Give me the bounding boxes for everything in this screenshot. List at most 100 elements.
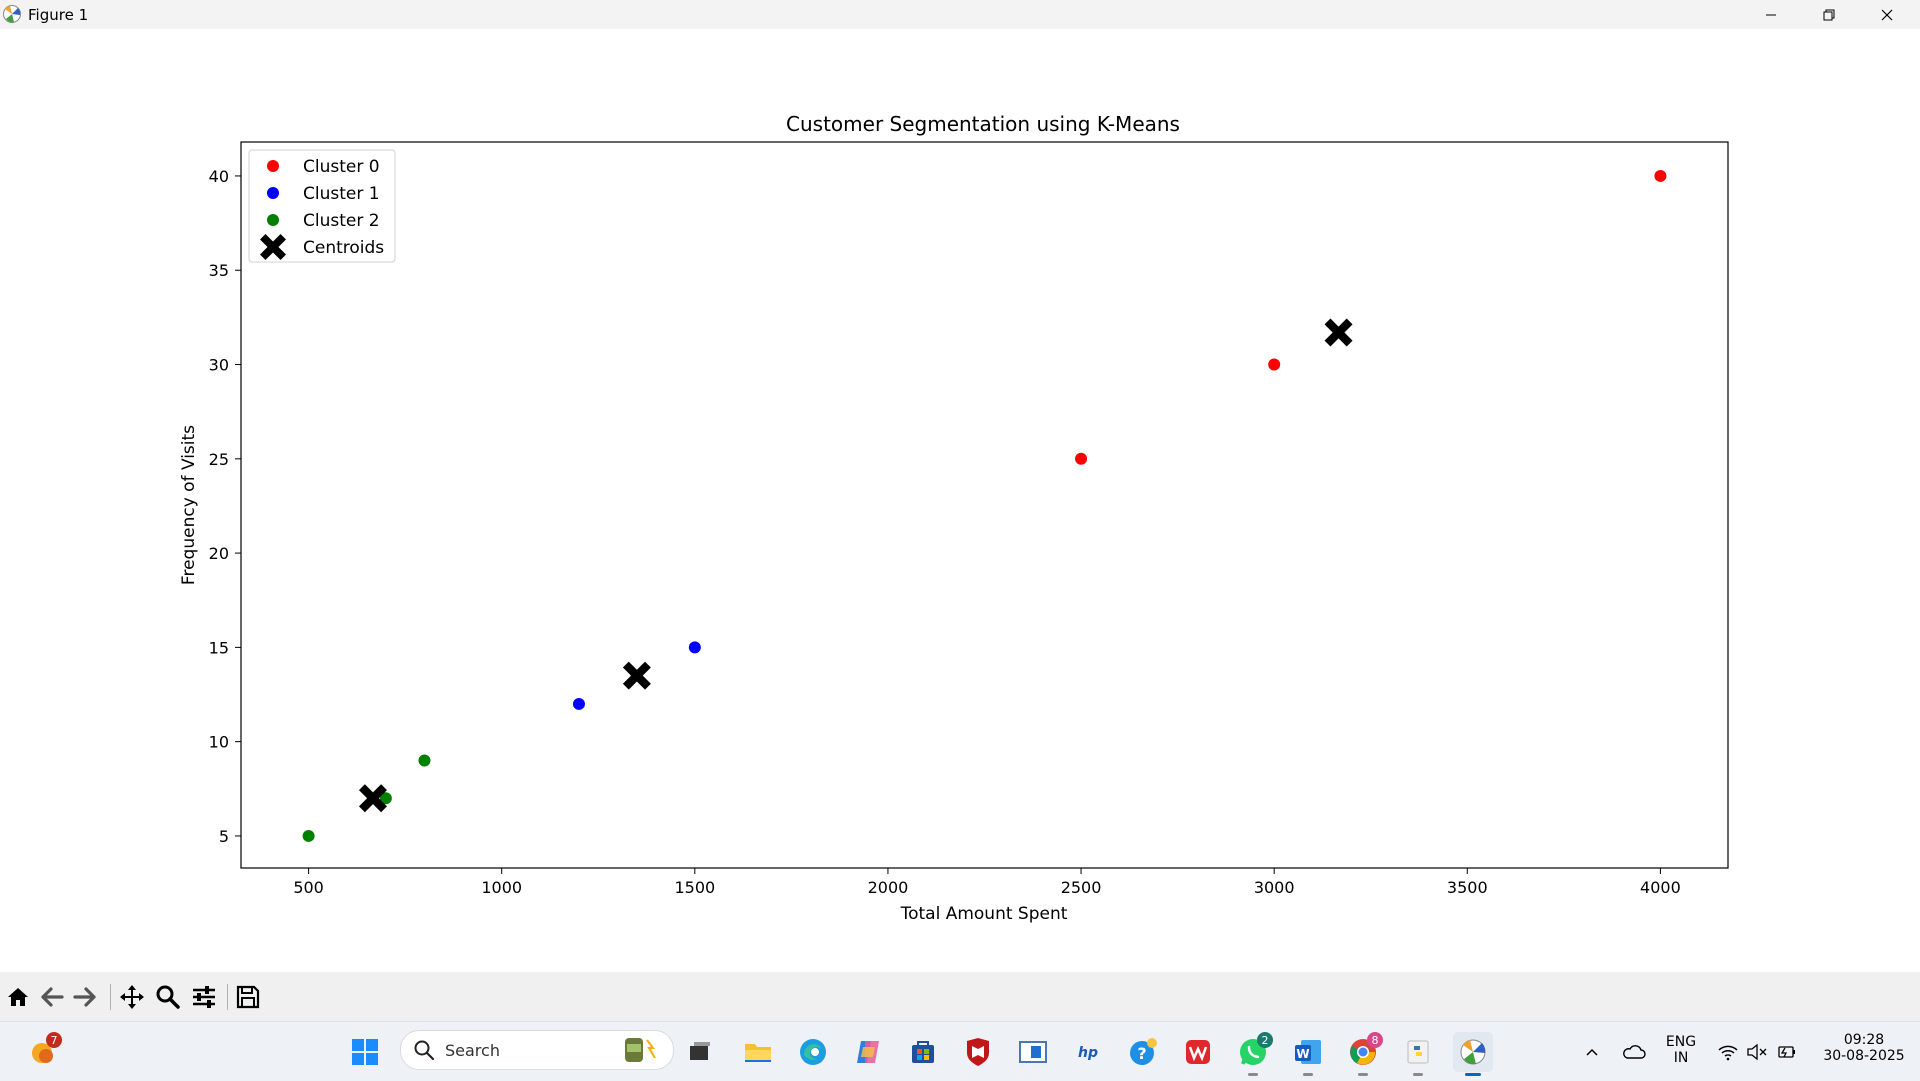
configure-subplots-icon[interactable] — [189, 982, 219, 1012]
x-tick-label: 500 — [293, 878, 324, 897]
taskbar: 7 Search hp ? 2 W — [0, 1021, 1920, 1081]
toolbar-separator — [227, 984, 228, 1010]
search-highlight-icon — [625, 1038, 656, 1062]
y-tick-label: 20 — [209, 544, 229, 563]
centroid-marker — [1324, 318, 1353, 347]
search-icon — [414, 1040, 435, 1061]
forward-icon[interactable] — [70, 982, 100, 1012]
y-tick-label: 25 — [209, 450, 229, 469]
whatsapp-icon[interactable]: 2 — [1233, 1032, 1273, 1076]
onedrive-cloud-icon[interactable] — [1614, 1032, 1654, 1072]
hp-icon[interactable]: hp — [1068, 1032, 1108, 1072]
matplotlib-figure-taskbar-icon[interactable] — [1453, 1032, 1493, 1076]
y-axis-label: Frequency of Visits — [179, 425, 199, 585]
cluster-2-point — [418, 754, 431, 767]
language-indicator[interactable]: ENG IN — [1656, 1034, 1706, 1066]
toolbar-separator — [110, 984, 111, 1010]
cluster-0-point — [1268, 358, 1281, 371]
x-tick-label: 2000 — [868, 878, 909, 897]
y-tick-label: 35 — [209, 261, 229, 280]
volume-muted-icon[interactable] — [1737, 1032, 1777, 1072]
legend-label: Centroids — [303, 238, 384, 258]
x-tick-label: 3000 — [1254, 878, 1295, 897]
x-axis-label: Total Amount Spent — [900, 904, 1068, 924]
whatsapp-badge: 2 — [1257, 1032, 1273, 1048]
matplotlib-app-icon — [2, 4, 22, 24]
legend: Cluster 0 Cluster 1 Cluster 2 Centroids — [248, 149, 396, 263]
microsoft-store-icon[interactable] — [903, 1032, 943, 1072]
chrome-badge: 8 — [1367, 1032, 1383, 1048]
search-placeholder: Search — [445, 1041, 500, 1060]
running-indicator — [1303, 1073, 1313, 1076]
language-code: ENG — [1665, 1034, 1697, 1050]
legend-label: Cluster 0 — [303, 157, 380, 177]
legend-label: Cluster 1 — [303, 184, 380, 204]
legend-centroid-marker — [260, 234, 286, 260]
weather-widget[interactable]: 7 — [22, 1032, 62, 1072]
wps-office-icon[interactable] — [1178, 1032, 1218, 1072]
clock-date: 30-08-2025 — [1823, 1048, 1905, 1064]
minimize-button[interactable] — [1743, 0, 1799, 29]
start-button[interactable] — [345, 1032, 385, 1072]
pan-icon[interactable] — [117, 982, 147, 1012]
y-tick-label: 15 — [209, 638, 229, 657]
clock-time: 09:28 — [1843, 1032, 1885, 1048]
task-view-icon[interactable] — [680, 1032, 720, 1072]
y-tick-label: 10 — [209, 733, 229, 752]
legend-marker — [267, 160, 279, 172]
search-box[interactable]: Search — [400, 1030, 674, 1070]
cluster-0-point — [1654, 169, 1667, 182]
figure-canvas[interactable]: Customer Segmentation using K-Means 500 1… — [0, 29, 1920, 972]
centroid-marker — [622, 661, 651, 690]
x-tick-label: 3500 — [1447, 878, 1488, 897]
legend-box — [248, 149, 396, 263]
file-explorer-icon[interactable] — [738, 1032, 778, 1072]
restore-button[interactable] — [1801, 0, 1857, 29]
save-icon[interactable] — [233, 982, 263, 1012]
help-icon[interactable]: ? — [1123, 1032, 1163, 1072]
python-icon[interactable] — [1398, 1032, 1438, 1076]
cluster-1-point — [572, 697, 585, 710]
battery-charging-icon[interactable] — [1766, 1032, 1806, 1072]
cluster-0-point — [1075, 452, 1088, 465]
wifi-icon[interactable] — [1708, 1032, 1748, 1072]
zoom-icon[interactable] — [153, 982, 183, 1012]
clock[interactable]: 09:28 30-08-2025 — [1808, 1032, 1920, 1064]
y-tick-label: 5 — [219, 827, 229, 846]
copilot-icon[interactable] — [848, 1032, 888, 1072]
home-icon[interactable] — [3, 982, 33, 1012]
x-axis-ticks: 500 1000 1500 2000 2500 3000 3500 4000 — [293, 868, 1681, 897]
mcafee-icon[interactable] — [958, 1032, 998, 1072]
edge-browser-icon[interactable] — [793, 1032, 833, 1072]
legend-marker — [267, 187, 279, 199]
svg-text:?: ? — [1137, 1044, 1146, 1063]
word-icon[interactable]: W — [1288, 1032, 1328, 1076]
scatter-chart: Customer Segmentation using K-Means 500 1… — [179, 112, 1729, 924]
window-title: Figure 1 — [28, 6, 89, 24]
cluster-2-point — [302, 829, 315, 842]
cluster-1-point — [688, 641, 701, 654]
show-hidden-icons-chevron-icon[interactable] — [1572, 1032, 1612, 1072]
plot-area — [240, 141, 1729, 869]
chart-title: Customer Segmentation using K-Means — [786, 112, 1180, 136]
chrome-icon[interactable]: 8 — [1343, 1032, 1383, 1076]
x-tick-label: 2500 — [1061, 878, 1102, 897]
running-indicator — [1413, 1073, 1423, 1076]
centroid-marker — [358, 784, 387, 813]
x-tick-label: 4000 — [1640, 878, 1681, 897]
x-tick-label: 1000 — [481, 878, 522, 897]
legend-label: Cluster 2 — [303, 211, 380, 231]
app-icon-blue-window[interactable] — [1013, 1032, 1053, 1072]
legend-marker — [267, 214, 279, 226]
y-tick-label: 30 — [209, 356, 229, 375]
region-code: IN — [1673, 1050, 1689, 1066]
close-button[interactable] — [1859, 0, 1915, 29]
window-titlebar: Figure 1 — [0, 0, 1920, 29]
running-indicator — [1358, 1073, 1368, 1076]
back-icon[interactable] — [37, 982, 67, 1012]
y-axis-ticks: 5 10 15 20 25 30 35 40 — [209, 167, 241, 846]
svg-text:W: W — [1296, 1047, 1309, 1061]
x-tick-label: 1500 — [674, 878, 715, 897]
weather-badge: 7 — [46, 1032, 62, 1048]
cluster-2-point — [379, 792, 392, 805]
